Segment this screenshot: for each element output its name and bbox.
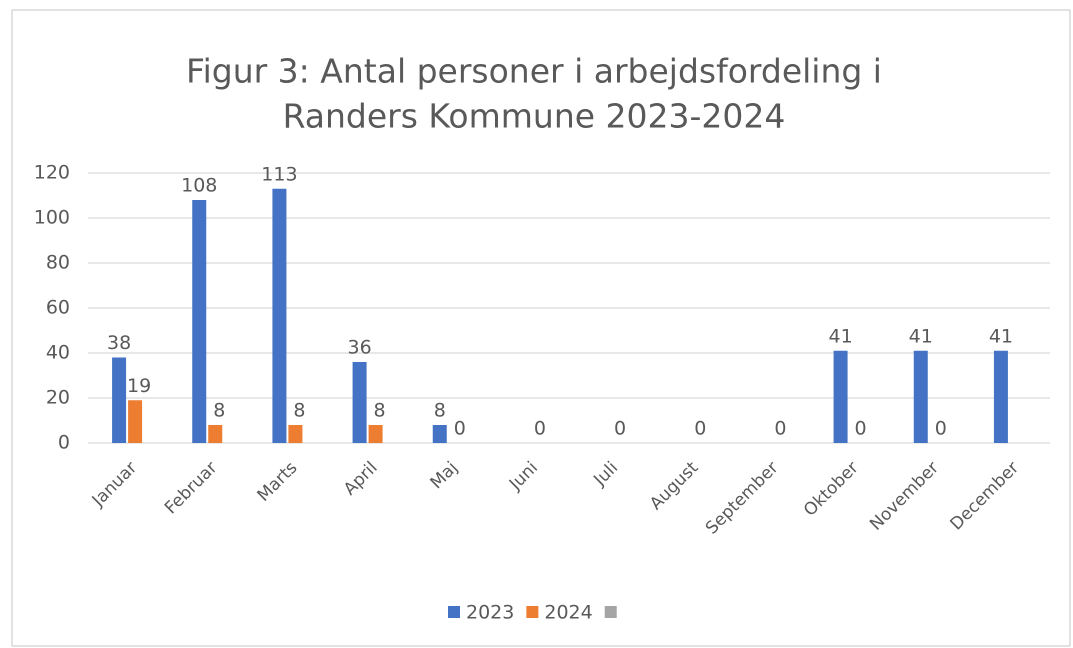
data-label: 113 xyxy=(261,163,297,185)
bar xyxy=(833,350,848,443)
y-tick-label: 100 xyxy=(34,207,70,229)
legend-swatch xyxy=(526,606,539,618)
legend-label: 2024 xyxy=(544,602,592,624)
bar xyxy=(192,200,207,443)
data-label: 41 xyxy=(909,325,933,347)
bar xyxy=(112,357,127,443)
data-label: 41 xyxy=(989,325,1013,347)
chart-border xyxy=(11,9,1071,647)
data-label: 108 xyxy=(181,175,217,197)
data-label: 0 xyxy=(454,418,466,440)
data-label: 0 xyxy=(935,418,947,440)
data-label: 8 xyxy=(374,400,386,422)
data-label: 19 xyxy=(127,375,151,397)
data-label: 38 xyxy=(107,332,131,354)
data-label: 0 xyxy=(694,418,706,440)
data-label: 36 xyxy=(347,337,371,359)
data-label: 0 xyxy=(855,418,867,440)
bar xyxy=(352,362,367,443)
bar xyxy=(993,350,1008,443)
bar xyxy=(432,425,447,443)
data-label: 8 xyxy=(293,400,305,422)
y-tick-label: 80 xyxy=(46,252,70,274)
y-tick-label: 20 xyxy=(46,387,70,409)
data-label: 41 xyxy=(828,325,852,347)
data-label: 8 xyxy=(434,400,446,422)
y-tick-label: 60 xyxy=(46,297,70,319)
bar xyxy=(368,425,383,443)
bar xyxy=(128,400,143,443)
chart-title: Figur 3: Antal personer i arbejdsfordeli… xyxy=(186,52,882,91)
y-tick-label: 0 xyxy=(58,432,70,454)
legend-swatch xyxy=(448,606,460,618)
legend-label: 2023 xyxy=(466,602,514,624)
y-tick-label: 120 xyxy=(34,162,70,184)
bar xyxy=(288,425,303,443)
data-label: 0 xyxy=(614,418,626,440)
data-label: 8 xyxy=(213,400,225,422)
y-tick-label: 40 xyxy=(46,342,70,364)
bar xyxy=(913,350,928,443)
legend-swatch xyxy=(604,606,617,618)
data-label: 0 xyxy=(534,418,546,440)
bar xyxy=(208,425,223,443)
bar xyxy=(272,188,287,443)
chart-title: Randers Kommune 2023-2024 xyxy=(283,97,786,136)
data-label: 0 xyxy=(774,418,786,440)
